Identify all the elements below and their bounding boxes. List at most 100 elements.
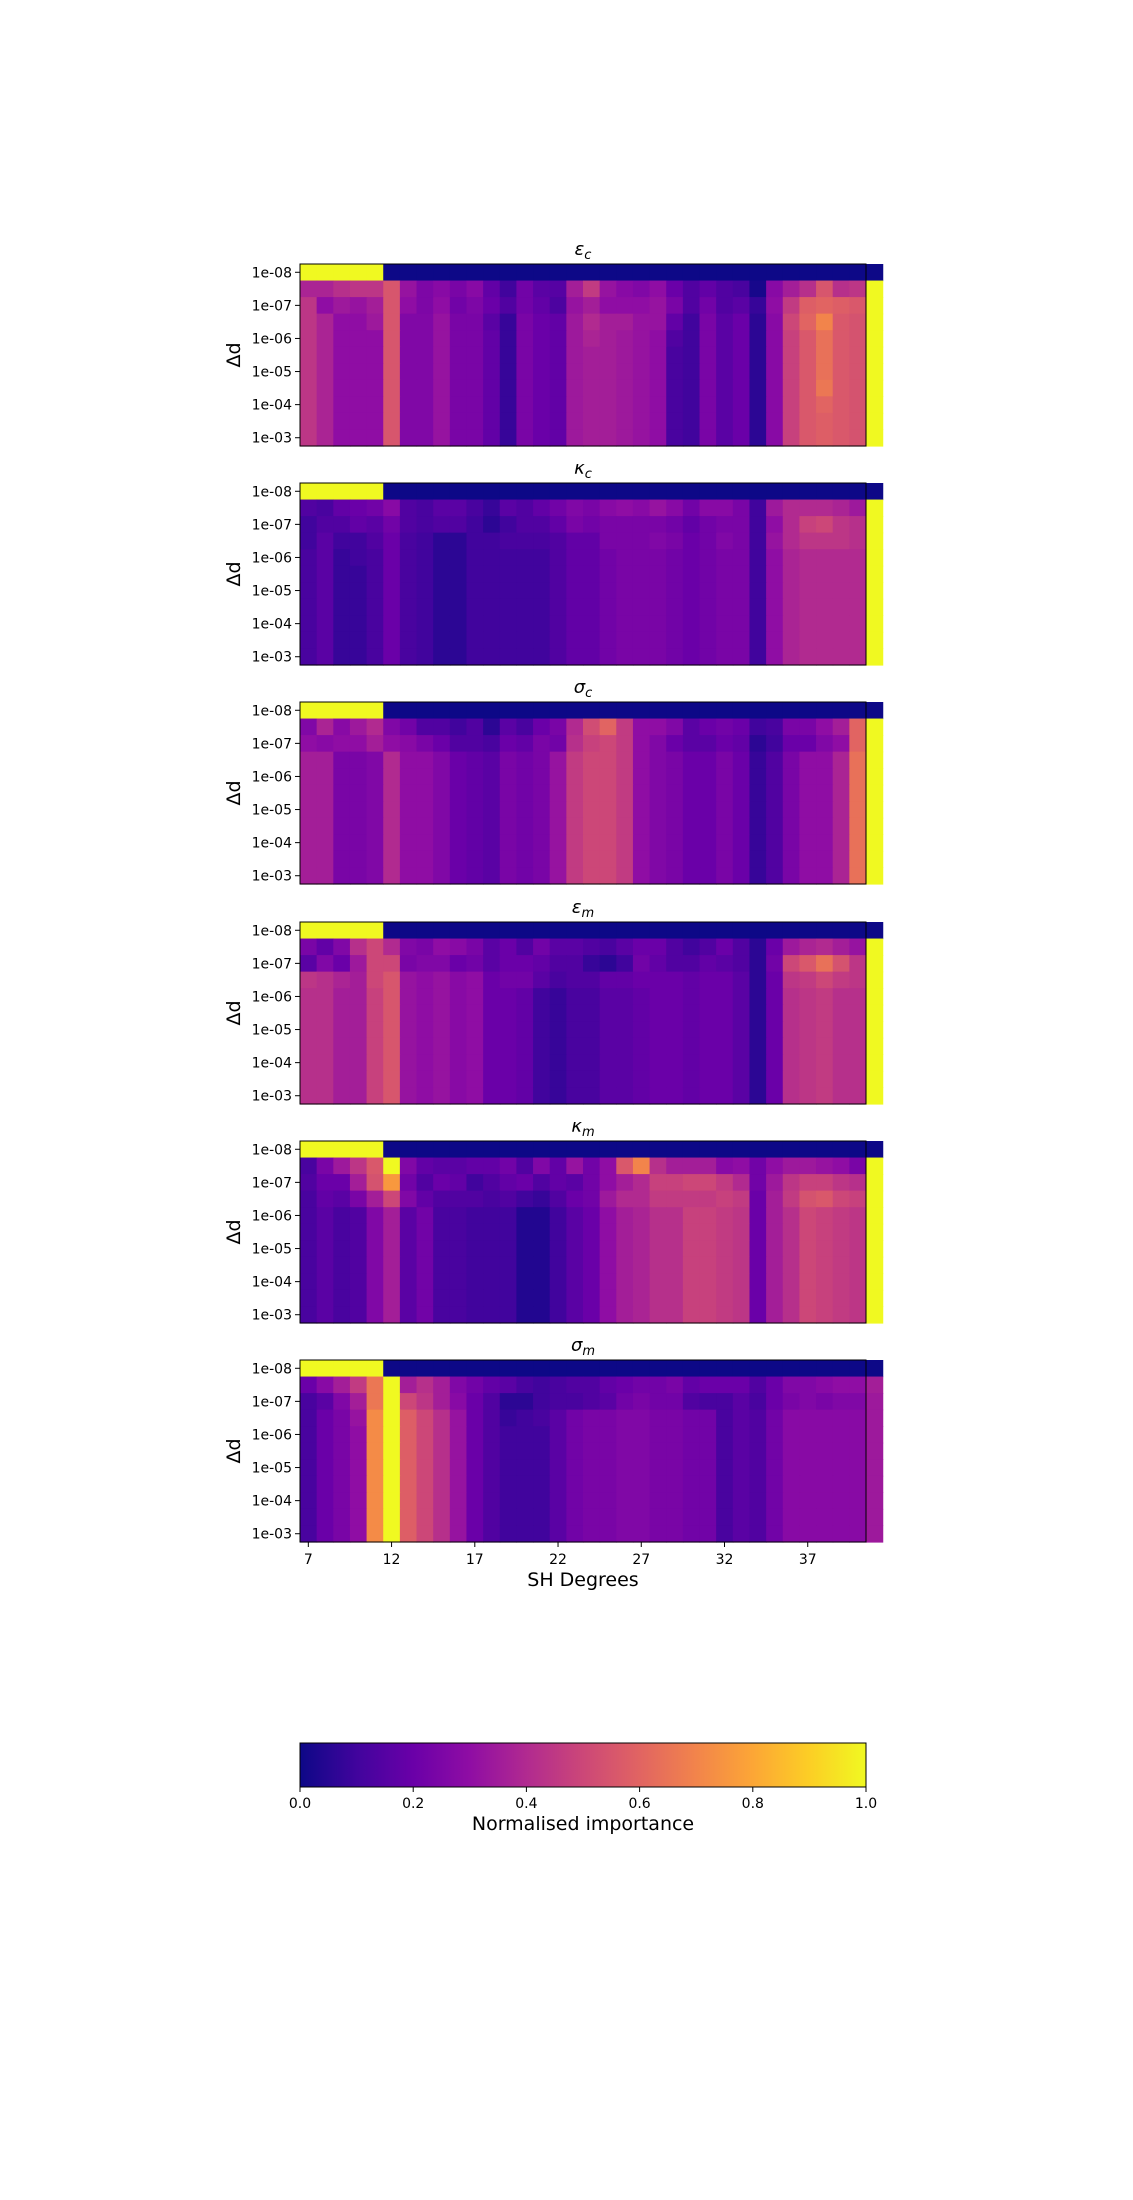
heatmap-cell [499, 751, 518, 769]
heatmap-cell [799, 1004, 817, 1022]
y-tick-label: 1e-05 [252, 1242, 292, 1258]
heatmap-cell [682, 867, 701, 885]
heatmap-cell [449, 1174, 468, 1192]
heatmap-cell [599, 1021, 617, 1039]
heatmap-cell [766, 1525, 784, 1543]
heatmap-cell [782, 1376, 801, 1394]
heatmap-cell [583, 922, 601, 940]
heatmap-cell [599, 955, 617, 973]
heatmap-cell [632, 702, 651, 720]
heatmap-cell [699, 1459, 717, 1477]
heatmap-cell [533, 631, 551, 650]
heatmap-cell [349, 280, 368, 298]
heatmap-cell [300, 1376, 318, 1394]
heatmap-cell [599, 1393, 617, 1411]
heatmap-cell [566, 280, 584, 298]
heatmap-cell [333, 1174, 351, 1192]
heatmap-cell [433, 582, 451, 600]
heatmap-cell [499, 363, 518, 381]
heatmap-cell [449, 1360, 468, 1378]
heatmap-cell [632, 1289, 651, 1308]
heatmap-cell [533, 1141, 551, 1159]
heatmap-cell [799, 598, 817, 616]
heatmap-cell [466, 532, 484, 550]
heatmap-cell [433, 1426, 451, 1444]
heatmap-cell [516, 1240, 534, 1258]
heatmap-cell [666, 313, 684, 331]
heatmap-cell [300, 1492, 318, 1510]
heatmap-cell [333, 922, 351, 940]
heatmap-cell [766, 615, 784, 633]
heatmap-cell [349, 1492, 368, 1510]
heatmap-cell [533, 1492, 551, 1510]
heatmap-cell [866, 1508, 884, 1527]
heatmap-cell [766, 834, 784, 852]
heatmap-cell [316, 648, 334, 666]
heatmap-cell [766, 1037, 784, 1055]
heatmap-cell [849, 1360, 867, 1378]
heatmap-cell [416, 1054, 434, 1072]
heatmap-cell [383, 1360, 401, 1378]
heatmap-cell [816, 1004, 834, 1022]
heatmap-cell [566, 499, 584, 517]
heatmap-cell [699, 549, 717, 567]
heatmap-cell [483, 1289, 501, 1308]
heatmap-cell [649, 297, 667, 315]
heatmap-cell [433, 1004, 451, 1022]
heatmap-cell [549, 1376, 567, 1394]
heatmap-cell [666, 768, 684, 786]
heatmap-cell [466, 313, 484, 331]
colorbar-ticks: 0.0 0.2 0.4 0.6 0.8 1.0 [289, 1787, 877, 1812]
panel-frame [299, 1140, 867, 1324]
heatmap-cell [599, 396, 617, 414]
heatmap-cell [583, 1004, 601, 1022]
heatmap-cell [632, 922, 651, 940]
heatmap-cell [549, 1207, 567, 1225]
heatmap-cell [449, 1240, 468, 1258]
x-tick-label: 7 [304, 1552, 313, 1568]
heatmap-cell [533, 598, 551, 616]
heatmap-cell [749, 1360, 767, 1378]
heatmap-cell [732, 483, 751, 501]
heatmap-cell [566, 1360, 584, 1378]
heatmap-cell [516, 834, 534, 852]
heatmap-cell [583, 1475, 601, 1493]
heatmap-cell [666, 1306, 684, 1324]
heatmap-cell [449, 784, 468, 802]
heatmap-cell [300, 735, 318, 753]
heatmap-cell [516, 1459, 534, 1477]
heatmap-cell [666, 1393, 684, 1411]
heatmap-cell [816, 598, 834, 616]
heatmap-cell [383, 1240, 401, 1258]
heatmap-cell [583, 1289, 601, 1308]
heatmap-cell [599, 1306, 617, 1324]
heatmap-cell [849, 768, 867, 786]
heatmap-cell [682, 1426, 701, 1444]
heatmap-cell [766, 1141, 784, 1159]
heatmap-cell [366, 516, 384, 534]
heatmap-cell [516, 582, 534, 600]
heatmap-cell [666, 1459, 684, 1477]
heatmap-cell [533, 532, 551, 550]
heatmap-cell [533, 615, 551, 633]
heatmap-cell [449, 768, 468, 786]
heatmap-cell [366, 1157, 384, 1175]
heatmap-cell [566, 429, 584, 447]
heatmap-cell [832, 549, 850, 567]
heatmap-cell [399, 1021, 418, 1039]
heatmap-cell [483, 264, 501, 282]
heatmap-cell [399, 280, 418, 298]
heatmap-cell [782, 363, 801, 381]
heatmap-cell [516, 1525, 534, 1543]
heatmap-cell [766, 1393, 784, 1411]
heatmap-cell [732, 1174, 751, 1192]
heatmap-cell [300, 1442, 318, 1460]
heatmap-cell [399, 1360, 418, 1378]
heatmap-cell [499, 516, 518, 534]
heatmap-cell [583, 582, 601, 600]
heatmap-cell [782, 1360, 801, 1378]
heatmap-cell [766, 396, 784, 414]
heatmap-cell [433, 1070, 451, 1089]
heatmap-cell [866, 768, 884, 786]
heatmap-cell [399, 648, 418, 666]
